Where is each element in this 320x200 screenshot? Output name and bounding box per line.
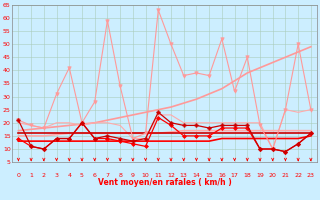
X-axis label: Vent moyen/en rafales ( km/h ): Vent moyen/en rafales ( km/h ) (98, 178, 231, 187)
